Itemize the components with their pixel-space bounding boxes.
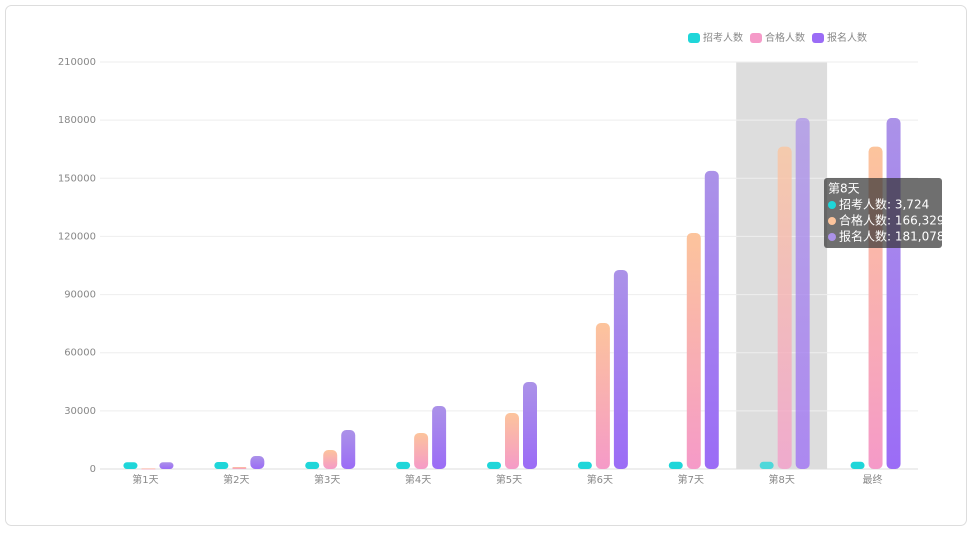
legend-swatch (750, 33, 762, 43)
tooltip-title: 第8天 (828, 182, 860, 196)
legend-label: 合格人数 (765, 31, 805, 44)
bar (850, 461, 865, 469)
bar (777, 146, 792, 469)
tooltip-line: 合格人数: 166,329 (839, 213, 944, 228)
bar (487, 461, 501, 469)
bar (523, 381, 537, 469)
x-tick-label: 第7天 (678, 473, 704, 486)
y-tick-label: 150000 (58, 173, 96, 184)
bar (232, 467, 247, 469)
bar (414, 432, 429, 469)
bar (123, 462, 138, 469)
tooltip-dot (828, 201, 836, 209)
y-tick-label: 120000 (58, 231, 96, 242)
bar (759, 461, 774, 469)
x-tick-label: 第8天 (768, 473, 794, 486)
card (5, 5, 967, 526)
bar (886, 118, 901, 469)
bar (795, 118, 810, 469)
x-tick-label: 第5天 (496, 473, 522, 486)
tooltip-line: 报名人数: 181,078 (839, 229, 944, 244)
bar (577, 461, 592, 469)
y-tick-label: 60000 (64, 348, 96, 359)
x-tick-label: 第3天 (314, 473, 340, 486)
tooltip-line: 招考人数: 3,724 (839, 197, 929, 212)
bar (686, 232, 701, 469)
bar (613, 269, 628, 469)
legend-swatch (812, 33, 824, 43)
x-tick-label: 第1天 (132, 473, 158, 486)
tooltip-box (824, 178, 942, 248)
bar (668, 461, 683, 469)
legend-label: 招考人数 (703, 31, 743, 44)
bar (396, 461, 411, 469)
bar (214, 462, 229, 469)
tooltip-dot (828, 233, 836, 241)
x-tick-label: 最终 (863, 473, 883, 486)
tooltip-dot (828, 217, 836, 225)
bar (323, 450, 338, 469)
x-tick-label: 第4天 (405, 473, 431, 486)
y-tick-label: 210000 (58, 57, 96, 68)
x-tick-label: 第6天 (587, 473, 613, 486)
bar (432, 406, 447, 469)
bar (595, 323, 610, 469)
y-tick-label: 90000 (64, 290, 96, 301)
legend-label: 报名人数 (827, 31, 867, 44)
bar (704, 170, 719, 469)
bar (341, 430, 356, 469)
bar (141, 468, 156, 470)
x-tick-label: 第2天 (223, 473, 249, 486)
y-tick-label: 30000 (64, 406, 96, 417)
bar (250, 456, 265, 469)
y-tick-label: 0 (90, 464, 96, 475)
legend-swatch (688, 33, 700, 43)
y-tick-label: 180000 (58, 115, 96, 126)
bar (305, 461, 320, 469)
bar (505, 412, 519, 469)
bar (159, 462, 174, 469)
